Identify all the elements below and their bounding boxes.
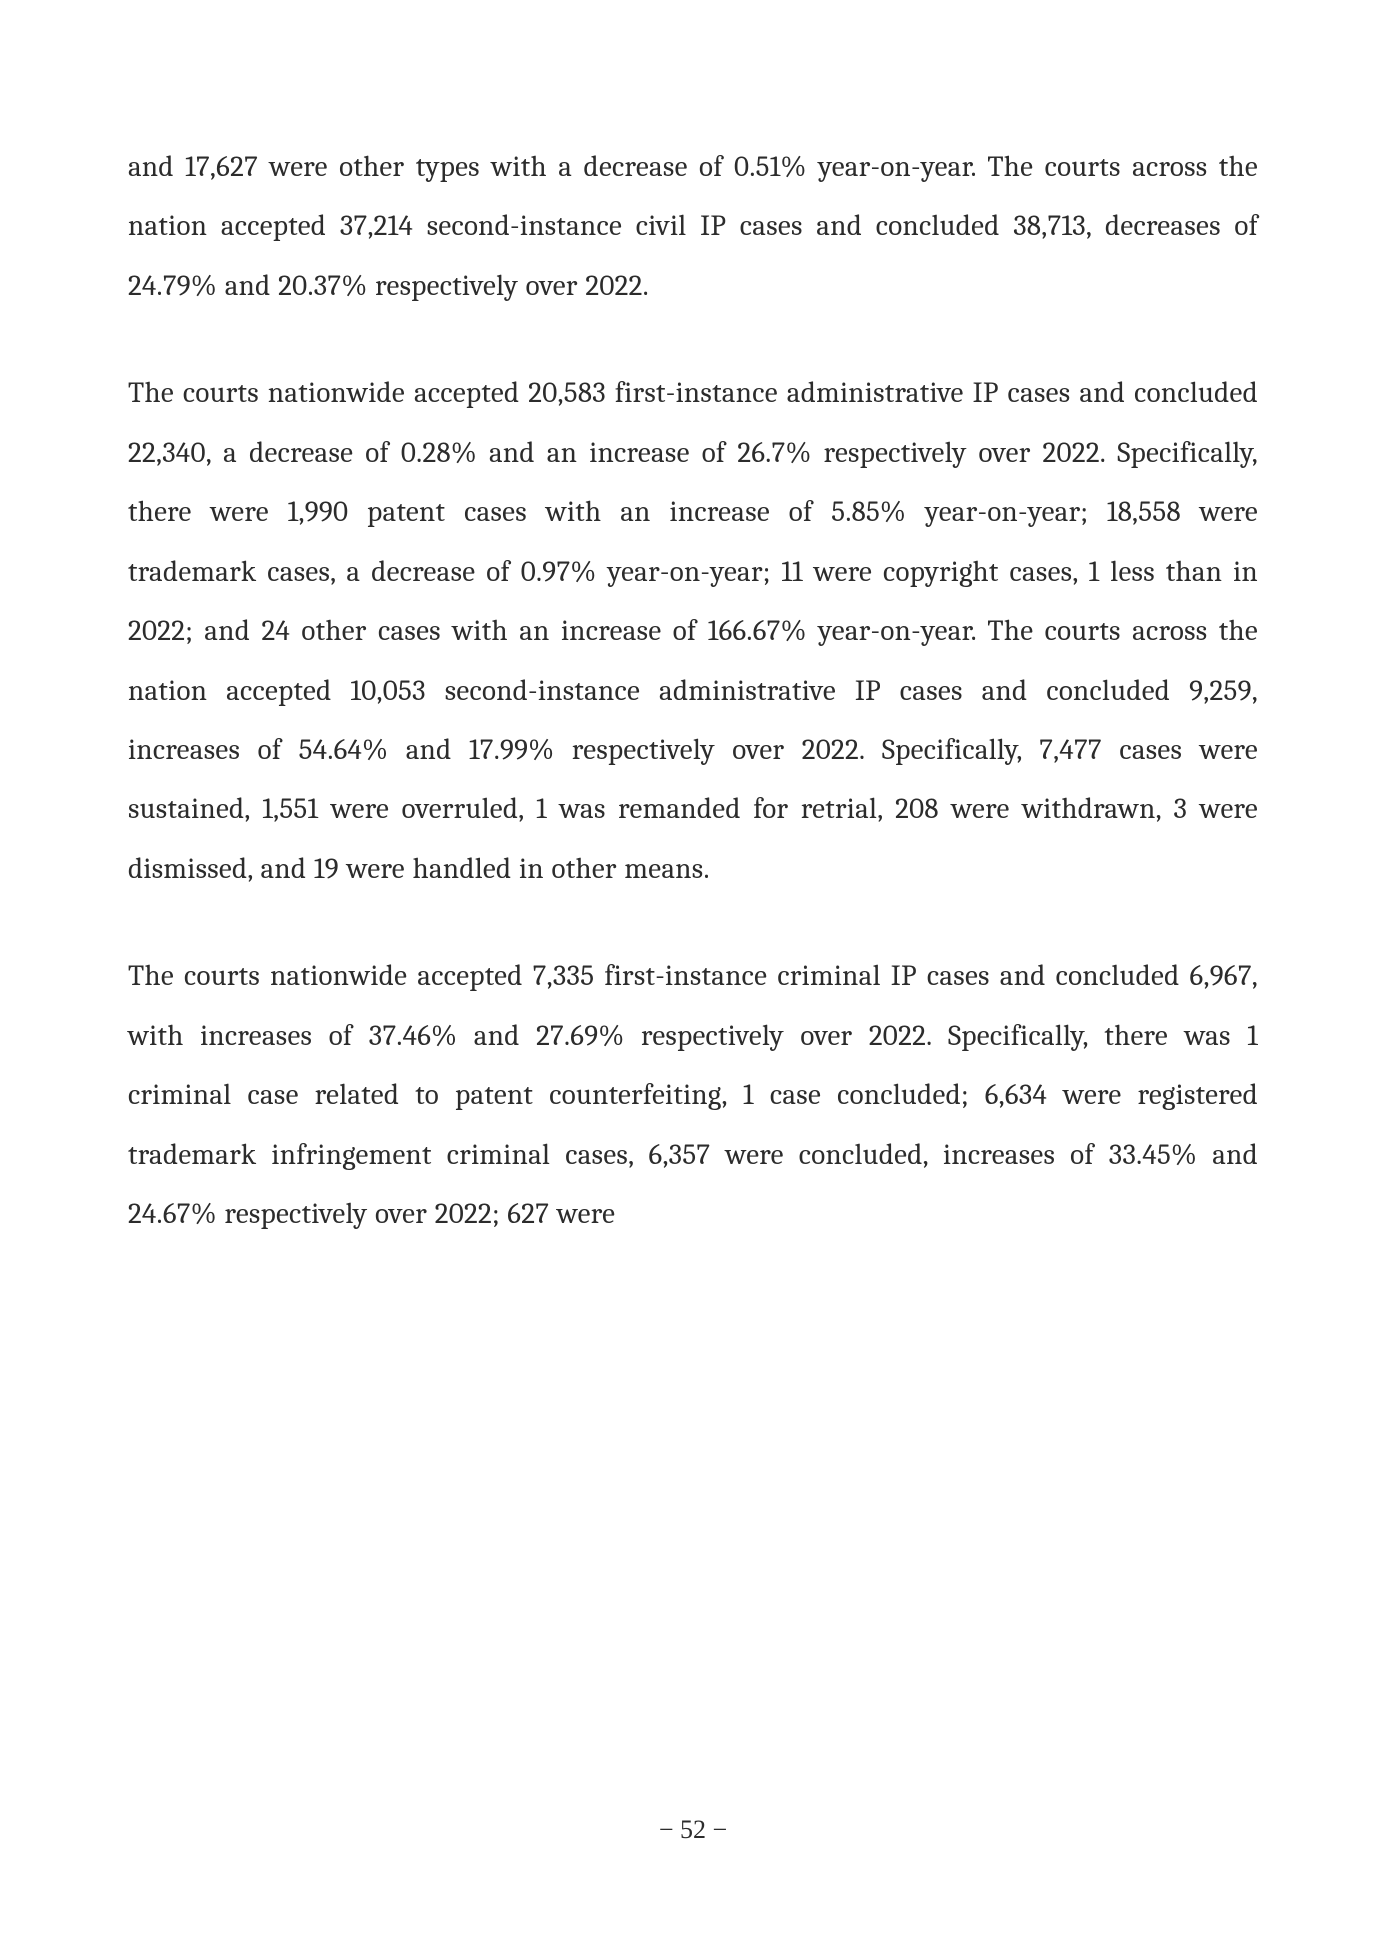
document-content: and 17,627 were other types with a decre… xyxy=(128,138,1258,1244)
body-paragraph: The courts nationwide accepted 7,335 fir… xyxy=(128,947,1258,1244)
page-number: − 52 − xyxy=(0,1815,1386,1845)
body-paragraph: The courts nationwide accepted 20,583 fi… xyxy=(128,364,1258,899)
body-paragraph: and 17,627 were other types with a decre… xyxy=(128,138,1258,316)
